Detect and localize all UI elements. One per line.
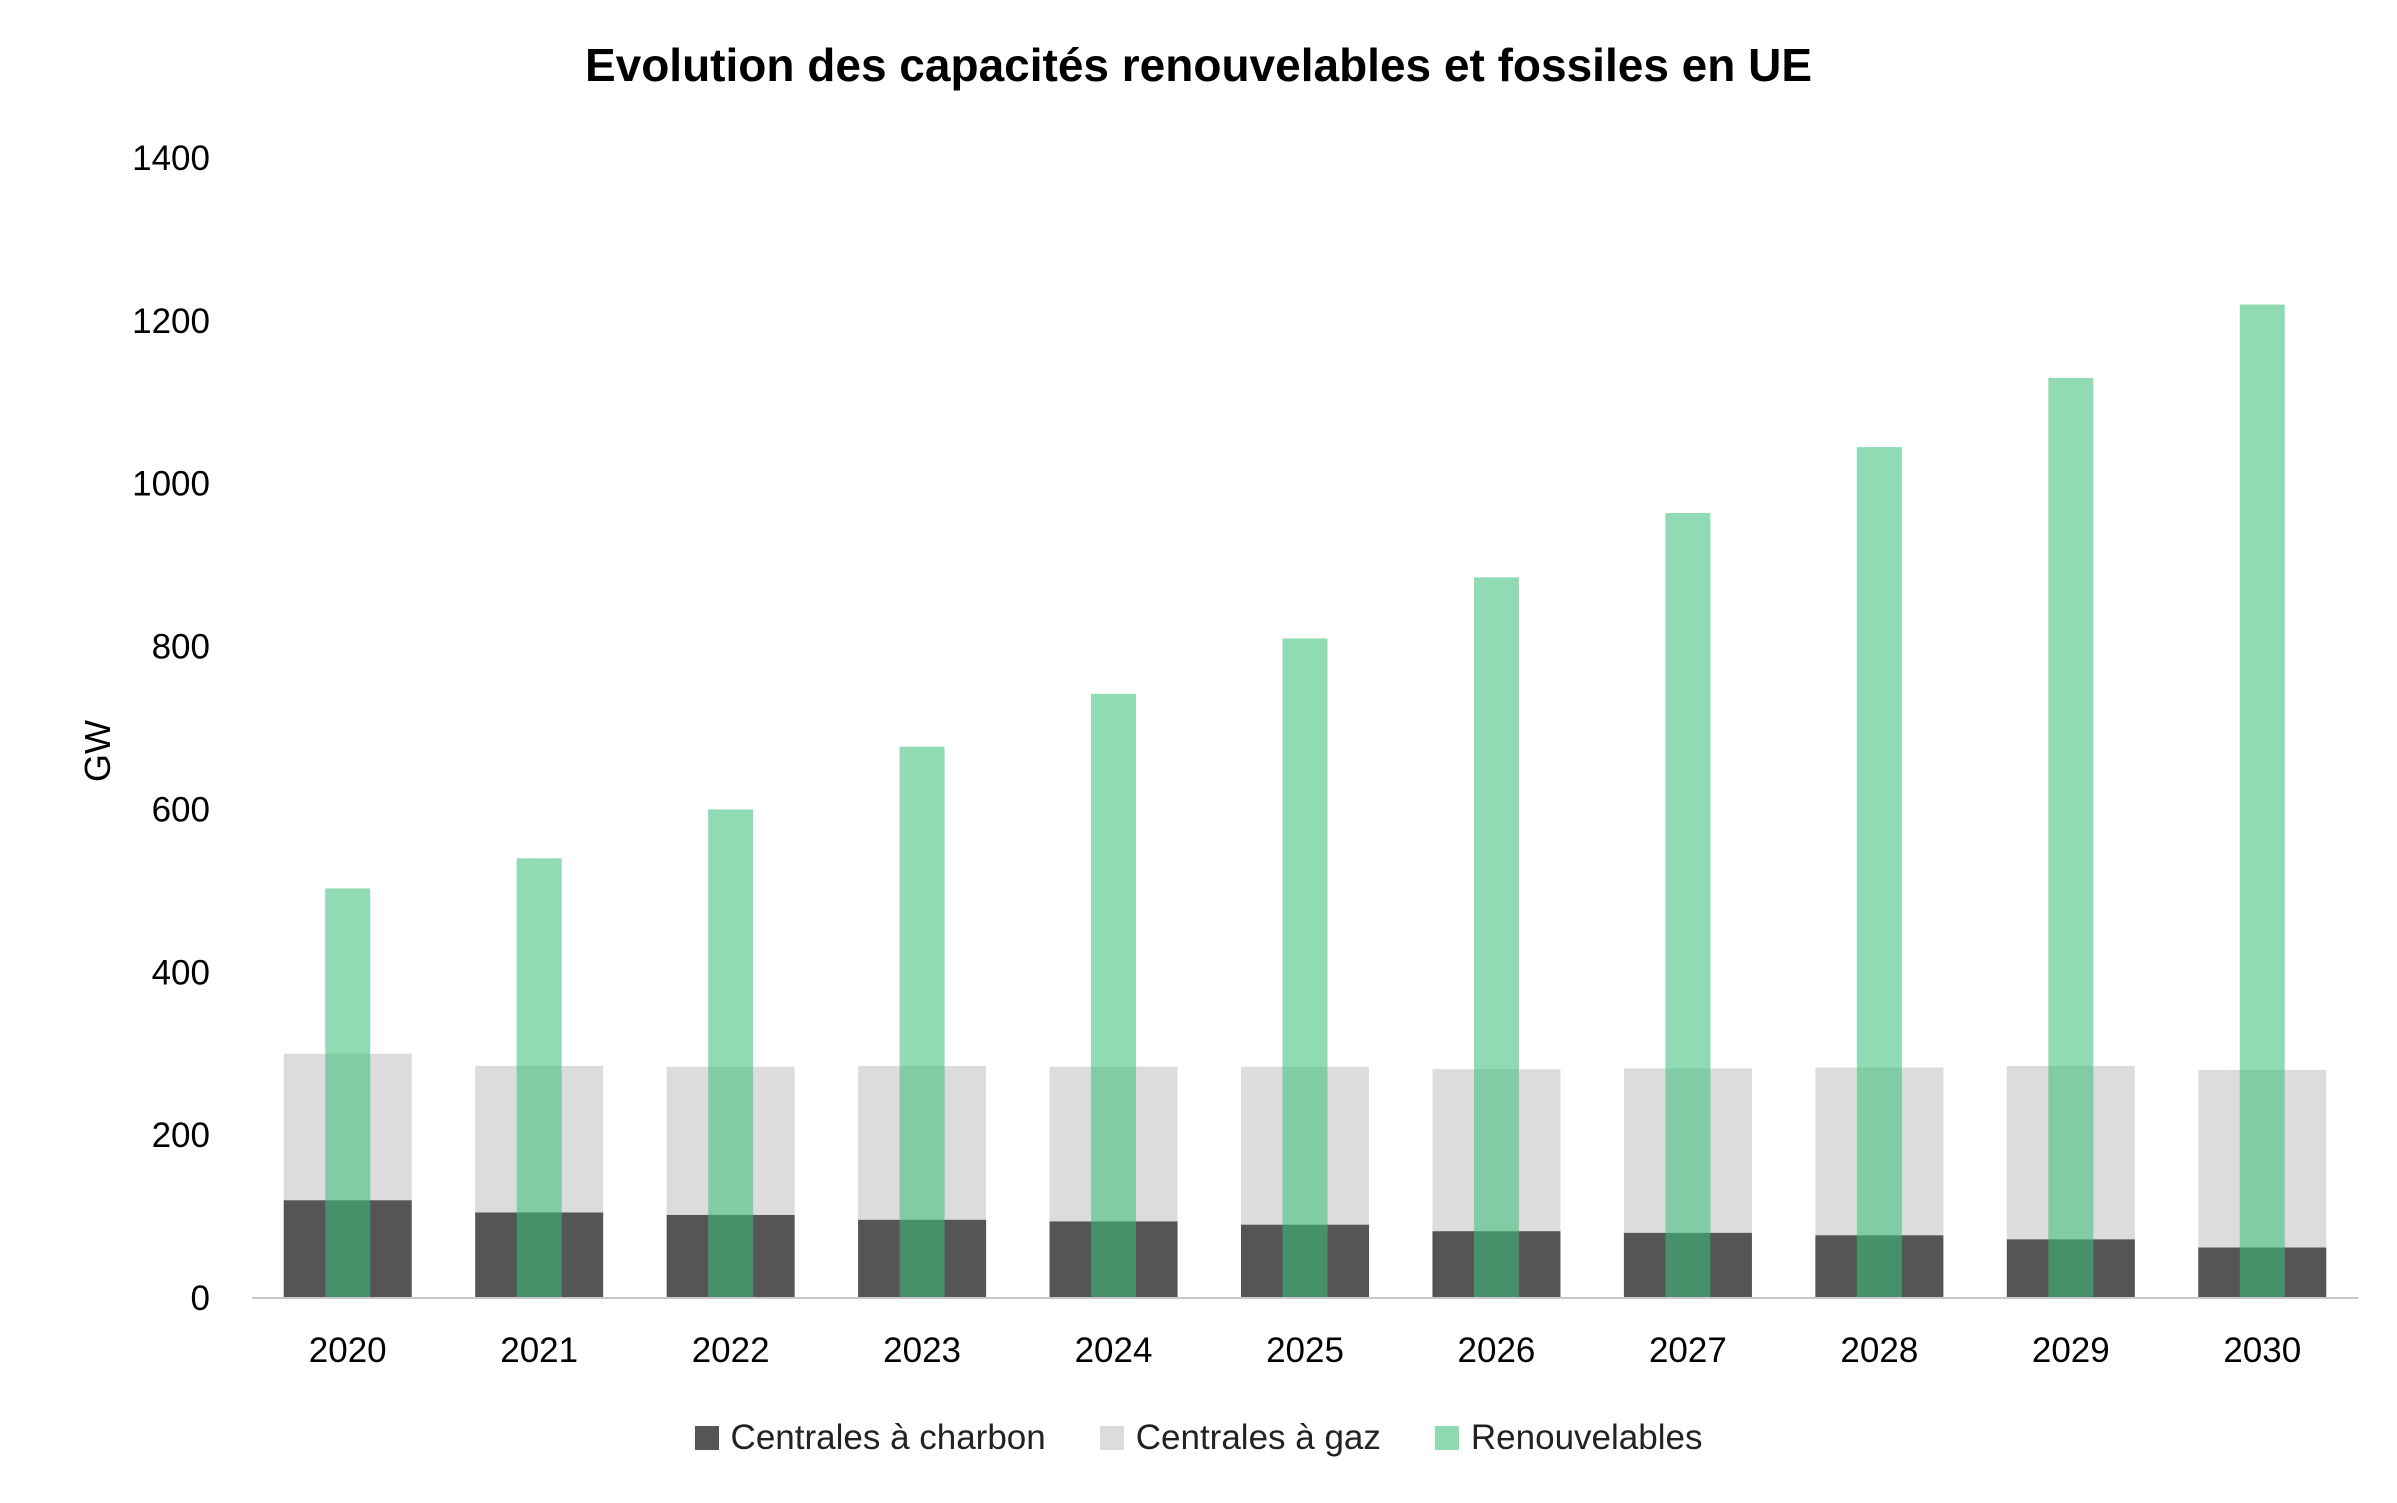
x-tick-label: 2022 [692,1331,770,1370]
legend-swatch-charbon [694,1426,719,1450]
x-tick-label: 2025 [1266,1331,1344,1370]
y-tick-label: 200 [152,1116,210,1155]
x-tick-label: 2030 [2223,1331,2301,1370]
y-tick-label: 0 [191,1279,210,1318]
legend-swatch-gaz [1099,1426,1124,1450]
bar-renouvelables [899,746,945,1298]
legend-label-charbon: Centrales à charbon [730,1418,1046,1457]
bar-renouvelables [1282,638,1328,1298]
bar-renouvelables [1091,693,1137,1298]
bar-renouvelables [1473,577,1519,1298]
x-tick-label: 2027 [1649,1331,1727,1370]
x-tick-label: 2024 [1075,1331,1153,1370]
bar-renouvelables [708,809,754,1298]
y-tick-label: 1400 [132,139,210,178]
legend-label-renouvelables: Renouvelables [1470,1418,1703,1457]
legend: Centrales à charbon Centrales à gaz Reno… [0,1418,2397,1458]
x-tick-label: 2023 [883,1331,961,1370]
bar-renouvelables [2048,377,2094,1298]
legend-item-gaz: Centrales à gaz [1099,1418,1381,1458]
x-tick-label: 2026 [1458,1331,1536,1370]
x-tick-label: 2020 [309,1331,387,1370]
legend-item-charbon: Centrales à charbon [694,1418,1046,1458]
chart-title: Evolution des capacités renouvelables et… [584,39,1813,91]
bar-renouvelables [2239,304,2285,1299]
bar-renouvelables [1856,447,1902,1299]
x-tick-label: 2029 [2032,1331,2110,1370]
y-tick-label: 1000 [132,465,210,504]
legend-label-gaz: Centrales à gaz [1135,1418,1381,1457]
x-tick-label: 2021 [500,1331,578,1370]
x-tick-label: 2028 [1840,1331,1918,1370]
legend-swatch-renouvelables [1434,1426,1459,1450]
bar-renouvelables [516,858,562,1298]
bar-renouvelables [1665,513,1711,1298]
y-tick-label: 800 [152,628,210,667]
legend-item-renouvelables: Renouvelables [1434,1418,1703,1458]
y-tick-label: 1200 [132,302,210,341]
y-tick-label: 600 [152,790,210,829]
bar-renouvelables [325,888,371,1298]
y-tick-label: 400 [152,953,210,992]
